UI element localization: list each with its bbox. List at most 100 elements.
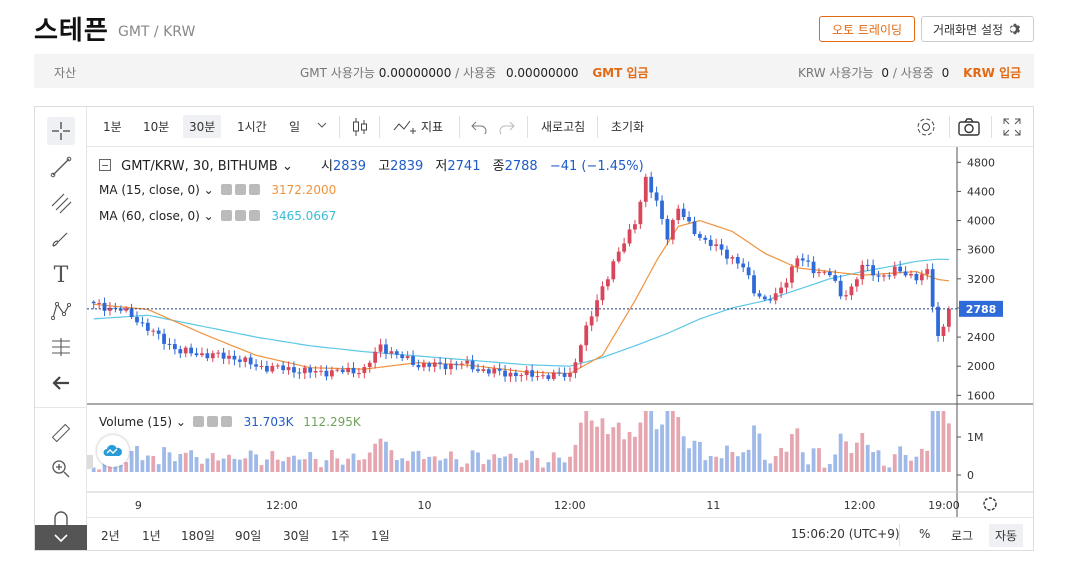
reset-button[interactable]: 초기화 [611, 120, 645, 134]
fullscreen-icon[interactable] [1003, 118, 1021, 136]
gear-icon[interactable] [206, 416, 218, 427]
eye-icon[interactable] [220, 184, 232, 195]
candle-body [449, 363, 453, 370]
range-90d[interactable]: 90일 [235, 529, 262, 543]
volume-bar [411, 451, 415, 472]
candle-body [151, 330, 156, 332]
candle-body [172, 344, 177, 350]
close-icon[interactable] [220, 416, 232, 427]
eye-icon[interactable] [220, 210, 232, 221]
volume-bar [622, 439, 627, 472]
time-axis-gear-icon[interactable] [983, 497, 997, 511]
back-arrow-icon[interactable] [47, 369, 75, 397]
zoom-in-icon[interactable] [47, 455, 75, 483]
collapse-tools-button[interactable] [35, 525, 87, 550]
range-30d[interactable]: 30일 [283, 529, 310, 543]
volume-bar [784, 451, 789, 472]
refresh-button[interactable]: 새로고침 [541, 120, 586, 134]
tradingview-logo[interactable] [97, 435, 129, 467]
candle-body [746, 267, 751, 276]
volume-bar [438, 460, 443, 472]
candle-body [411, 356, 415, 365]
percent-toggle[interactable]: % [919, 527, 931, 541]
price-chart[interactable]: 4800440040003600320028002400200016001M09… [87, 147, 1033, 517]
candle-body [903, 271, 908, 276]
candle-body [898, 266, 903, 272]
text-tool-icon[interactable]: T [53, 262, 69, 288]
gmt-available-value: 0.00000000 [378, 66, 452, 80]
volume-label[interactable]: Volume (15) [99, 415, 173, 429]
candle-body [725, 249, 729, 259]
krw-deposit-link[interactable]: KRW 입금 [963, 66, 1022, 80]
pattern-icon[interactable] [47, 297, 75, 325]
gear-icon[interactable] [234, 184, 246, 195]
indicator-button[interactable]: 지표 [421, 120, 444, 134]
camera-icon[interactable] [957, 116, 981, 138]
interval-day[interactable]: 일 [289, 120, 301, 134]
candle-body [454, 363, 459, 365]
fib-tool-icon[interactable] [47, 189, 75, 217]
candle-body [800, 258, 805, 261]
volume-tick-label: 0 [967, 469, 974, 482]
ma15-label[interactable]: MA (15, close, 0) [99, 183, 200, 197]
measure-icon[interactable] [47, 333, 75, 361]
interval-30m[interactable]: 30분 [183, 115, 222, 138]
interval-1m[interactable]: 1분 [103, 120, 122, 134]
clock-readout[interactable]: 15:06:20 (UTC+9) [791, 527, 900, 541]
log-toggle[interactable]: 로그 [951, 529, 974, 543]
redo-icon[interactable] [499, 120, 515, 134]
candle-body [254, 364, 258, 367]
candle-body [752, 275, 756, 294]
gear-icon [1009, 23, 1021, 35]
volume-bar [746, 449, 751, 472]
candle-body [611, 261, 616, 280]
screen-settings-button[interactable]: 거래화면 설정 [921, 16, 1034, 42]
volume-bar [259, 465, 264, 472]
range-1y[interactable]: 1년 [142, 529, 161, 543]
auto-toggle[interactable]: 자동 [989, 524, 1024, 547]
indicator-icon[interactable] [393, 118, 417, 136]
x-tick-label: 12:00 [554, 499, 586, 512]
interval-1h[interactable]: 1시간 [237, 120, 267, 134]
ma60-value: 3465.0667 [271, 209, 337, 223]
volume-bar [936, 411, 940, 472]
candle-body [275, 365, 280, 367]
range-180d[interactable]: 180일 [181, 529, 215, 543]
gmt-deposit-link[interactable]: GMT 입금 [592, 66, 649, 80]
candle-body [757, 293, 762, 297]
ruler-icon[interactable] [47, 419, 75, 447]
toolbar-divider [527, 116, 528, 138]
volume-bar [698, 441, 702, 472]
eye-icon[interactable] [192, 416, 204, 427]
undo-icon[interactable] [471, 120, 487, 134]
ma60-label[interactable]: MA (60, close, 0) [99, 209, 200, 223]
trend-line-icon[interactable] [47, 153, 75, 181]
candle-body [302, 367, 307, 374]
symbol-name[interactable]: GMT/KRW, 30, BITHUMB [121, 159, 278, 174]
candle-body [844, 295, 848, 297]
collapse-icon[interactable] [99, 159, 111, 171]
crosshair-icon[interactable] [47, 117, 75, 145]
brush-icon[interactable] [47, 225, 75, 253]
close-icon[interactable] [248, 210, 260, 221]
settings-icon[interactable] [915, 116, 937, 138]
range-2y[interactable]: 2년 [101, 529, 120, 543]
chevron-down-icon[interactable] [317, 121, 327, 129]
candle-body [741, 263, 746, 268]
magnet-icon[interactable] [47, 505, 75, 533]
chart-widget: T 1분 10분 30분 1시간 일 [34, 106, 1034, 551]
gear-icon[interactable] [234, 210, 246, 221]
interval-10m[interactable]: 10분 [143, 120, 170, 134]
auto-trade-button[interactable]: 오토 트레이딩 [819, 16, 915, 42]
y-tick-label: 1600 [967, 389, 995, 402]
candle-body [297, 372, 302, 374]
volume-bar [124, 462, 129, 472]
close-icon[interactable] [248, 184, 260, 195]
krw-inuse-value: 0 [941, 66, 950, 80]
price-axis[interactable]: 4800440040003600320028002400200016001M09… [87, 156, 1003, 512]
candle-body [681, 208, 686, 218]
candle-type-icon[interactable] [351, 117, 369, 137]
range-1w[interactable]: 1주 [331, 529, 350, 543]
range-1d[interactable]: 1일 [371, 529, 390, 543]
candle-body [735, 257, 740, 264]
